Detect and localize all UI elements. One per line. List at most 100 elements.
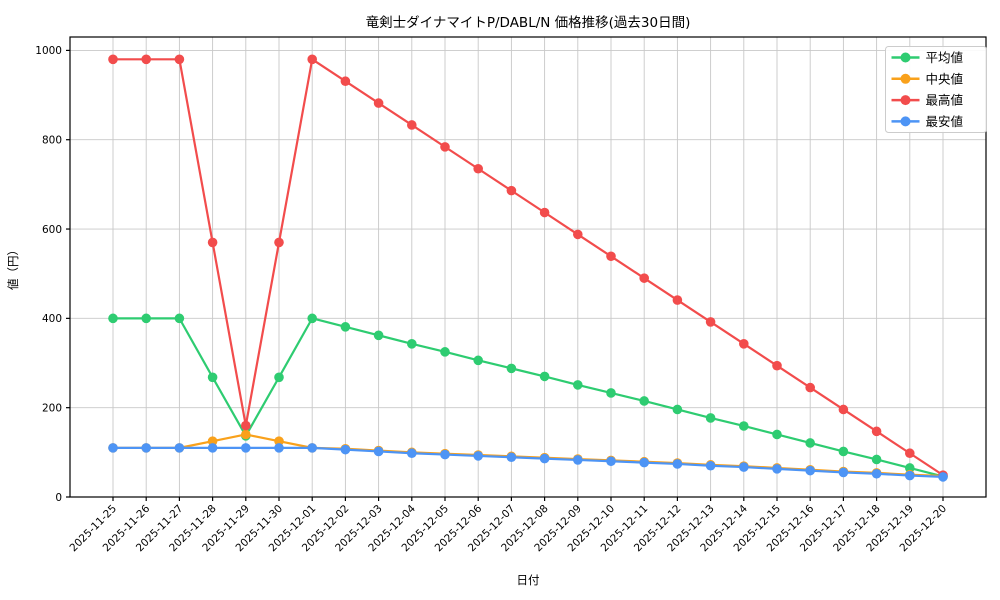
min-point [871,468,882,479]
median-series [108,429,948,481]
max-point [340,76,351,87]
max-point [506,185,517,196]
max-point [606,251,616,262]
max-point [805,382,815,393]
min-point [838,467,849,478]
y-tick-label: 200 [42,402,62,414]
min-line [113,446,944,479]
legend-item-median: 中央値 [891,71,963,86]
min-point [606,456,616,467]
average-point [805,438,815,448]
legend-label: 最高値 [926,93,964,108]
max-point [871,426,882,437]
average-point [274,372,284,383]
y-tick-label: 0 [55,492,62,504]
max-series [108,54,948,480]
min-point [705,460,716,471]
min-point [274,443,284,453]
tick-labels: 020040060080010002025-11-252025-11-26202… [35,45,949,554]
average-point [838,446,849,457]
min-point [307,443,318,453]
min-point [108,443,118,453]
legend-item-max: 最高値 [891,93,964,108]
median-point [207,436,218,446]
median-point [274,436,284,446]
average-point [573,380,583,390]
min-point [539,453,550,464]
average-point [174,313,185,324]
average-line [113,317,944,478]
min-point [340,444,351,455]
max-point [108,54,118,65]
max-point [440,142,450,152]
min-point [739,462,749,472]
average-point [307,313,318,324]
y-tick-label: 1000 [35,45,62,57]
average-point [606,388,616,398]
max-point [838,404,849,415]
min-point [805,465,815,476]
average-point [407,339,417,349]
max-point [174,54,185,65]
max-point [207,237,218,248]
average-point [871,454,882,465]
average-point [340,322,351,332]
max-point [905,448,915,459]
average-point [207,372,218,383]
average-point [705,413,716,423]
max-point [241,420,251,431]
average-point [473,355,484,366]
min-series [108,443,948,482]
max-point [672,295,683,305]
min-point [241,443,251,453]
legend-label: 最安値 [926,114,964,129]
max-point [539,207,550,218]
average-series [108,313,948,482]
ticks [66,49,944,501]
average-point [373,330,384,341]
max-point [407,120,417,130]
min-point [207,443,218,453]
grid [70,37,986,498]
max-point [772,360,782,371]
legend-marker [900,73,911,84]
max-point [573,229,583,240]
average-point [539,371,550,382]
median-point [241,429,251,440]
legend-item-min: 最安値 [891,114,964,129]
max-point [274,237,284,248]
max-point [307,54,318,65]
min-point [473,451,484,461]
max-point [705,317,716,327]
min-point [373,446,384,457]
legend-label: 平均値 [926,50,964,65]
y-tick-label: 600 [42,224,62,236]
min-point [407,448,417,459]
average-point [672,404,683,415]
min-point [938,472,948,482]
min-point [772,464,782,474]
legend-item-average: 平均値 [891,50,964,65]
min-point [174,443,185,453]
average-point [905,463,915,473]
max-line [113,58,944,477]
average-point [739,421,749,431]
max-point [739,339,749,349]
chart-title: 竜剣士ダイナマイトP/DABL/N 価格推移(過去30日間) [366,14,691,31]
average-point [772,429,782,440]
average-point [440,347,450,357]
plot-frame [69,36,987,498]
average-point [108,313,118,324]
min-point [639,457,649,468]
y-axis-label: 値（円） [6,244,20,290]
max-point [373,98,384,108]
max-point [141,54,151,65]
y-tick-label: 400 [42,313,62,325]
min-point [440,449,450,460]
average-point [141,313,151,324]
max-point [473,163,484,174]
median-line [113,433,944,478]
